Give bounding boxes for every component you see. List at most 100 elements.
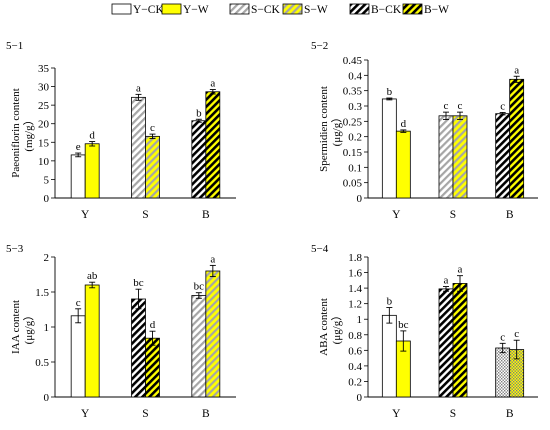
significance-label: c — [444, 100, 449, 112]
bar — [145, 337, 160, 398]
bar — [381, 98, 397, 199]
legend-label: Y−W — [183, 4, 209, 16]
y-tick-label: 1.8 — [348, 252, 362, 264]
bar — [70, 315, 86, 398]
bar — [84, 143, 100, 199]
y-tick-label: 0 — [44, 193, 50, 205]
y-tick-label: 35 — [38, 63, 50, 75]
bar — [145, 135, 160, 199]
legend-label: Y−CK — [133, 4, 164, 16]
significance-label: c — [500, 331, 505, 343]
bar — [131, 96, 146, 199]
significance-label: b — [196, 107, 202, 119]
legend-swatch — [229, 3, 250, 15]
panel-label: 5−1 — [6, 40, 23, 52]
legend: Y−CK Y−W S−CK S−W B−CK B−W — [111, 3, 449, 16]
bar — [495, 113, 511, 199]
significance-label: c — [514, 328, 519, 340]
y-tick-label: 1.6 — [348, 268, 362, 280]
y-tick-label: 0.2 — [348, 132, 362, 144]
significance-label: a — [136, 82, 141, 94]
significance-label: a — [458, 264, 463, 276]
significance-label: b — [387, 296, 393, 308]
y-axis-unit: (μg/g） — [330, 310, 343, 345]
y-tick-label: 0.1 — [348, 162, 362, 174]
significance-label: d — [89, 130, 95, 142]
y-tick-label: 0.4 — [348, 361, 362, 373]
significance-label: c — [76, 297, 81, 309]
bar — [131, 298, 146, 398]
x-tick-label: Y — [81, 408, 90, 420]
bar — [191, 295, 207, 398]
bar — [452, 115, 468, 199]
y-tick-label: 1.4 — [348, 283, 362, 295]
significance-label: c — [458, 100, 463, 112]
x-tick-label: Y — [81, 209, 90, 221]
bar — [205, 270, 221, 398]
y-tick-label: 0.05 — [343, 178, 363, 190]
y-tick-label: 0.2 — [348, 376, 362, 388]
y-tick-label: 0.45 — [343, 55, 363, 67]
bar — [452, 283, 468, 398]
x-tick-label: B — [506, 408, 514, 420]
y-tick-label: 0.5 — [35, 357, 49, 369]
y-tick-label: 0.8 — [348, 330, 362, 342]
bar — [84, 284, 100, 398]
y-tick-label: 1 — [44, 322, 50, 334]
y-tick-label: 5 — [44, 174, 50, 186]
x-tick-label: Y — [392, 408, 401, 420]
y-tick-label: 0 — [357, 392, 363, 404]
panel-label: 5−2 — [311, 40, 328, 52]
bar — [395, 130, 411, 199]
y-tick-label: 0.4 — [348, 70, 362, 82]
y-tick-label: 25 — [38, 100, 50, 112]
y-axis-label: Paeoniflorin content — [10, 88, 22, 178]
y-tick-label: 0.15 — [343, 147, 363, 159]
chart-panel-2: 5−2 0 0.05 0.1 0.15 0.2 0.25 0.3 0.35 0.4 0.45 Sper… — [311, 40, 538, 221]
legend-swatch — [111, 3, 132, 15]
significance-label: bc — [133, 277, 144, 289]
bar — [381, 314, 397, 398]
y-tick-label: 1.2 — [348, 299, 362, 311]
panel-label: 5−4 — [311, 243, 329, 255]
x-tick-label: B — [506, 209, 514, 221]
x-tick-label: B — [202, 408, 210, 420]
significance-label: a — [444, 275, 449, 287]
y-axis-unit: (μg/g） — [22, 310, 35, 345]
y-axis-unit: (μg/g） — [330, 112, 343, 147]
chart-panel-1: 5−1 0 5 10 15 20 25 30 35 Paeoniflorin content (mg… — [6, 40, 236, 221]
y-tick-label: 0 — [44, 392, 50, 404]
significance-label: bc — [194, 281, 205, 293]
bar — [70, 154, 86, 199]
legend-swatch — [282, 3, 303, 15]
legend-label: S−CK — [251, 4, 281, 16]
significance-label: a — [210, 253, 215, 265]
significance-label: e — [76, 141, 81, 153]
y-axis-unit: (mg/g） — [22, 114, 35, 151]
chart-panel-3: 5−3 0 0.5 1 1.5 2 IAA content (μg/g） Y S Bc ab bc d bc… — [6, 243, 236, 420]
x-tick-label: B — [202, 209, 210, 221]
legend-swatch — [402, 3, 423, 15]
bar — [495, 347, 511, 398]
x-tick-label: S — [450, 408, 456, 420]
significance-label: a — [514, 64, 519, 76]
y-axis-label: ABA content — [318, 298, 330, 356]
significance-label: c — [150, 122, 155, 134]
significance-label: a — [210, 78, 215, 90]
significance-label: b — [387, 86, 393, 98]
chart-panel-4: 5−4 0 0.2 0.4 0.6 0.8 1 1.2 1.4 1.6 1.8 ABA content… — [311, 243, 538, 420]
y-tick-label: 30 — [38, 82, 50, 94]
y-tick-label: 0.25 — [343, 116, 363, 128]
bar — [438, 288, 454, 398]
legend-swatch — [161, 3, 182, 15]
y-tick-label: 0.6 — [348, 345, 362, 357]
y-tick-label: 15 — [38, 137, 50, 149]
bar — [191, 120, 207, 199]
x-tick-label: S — [142, 209, 148, 221]
x-tick-label: Y — [392, 209, 401, 221]
y-tick-label: 0.35 — [343, 86, 363, 98]
significance-label: ab — [87, 270, 98, 282]
bar — [205, 91, 221, 199]
